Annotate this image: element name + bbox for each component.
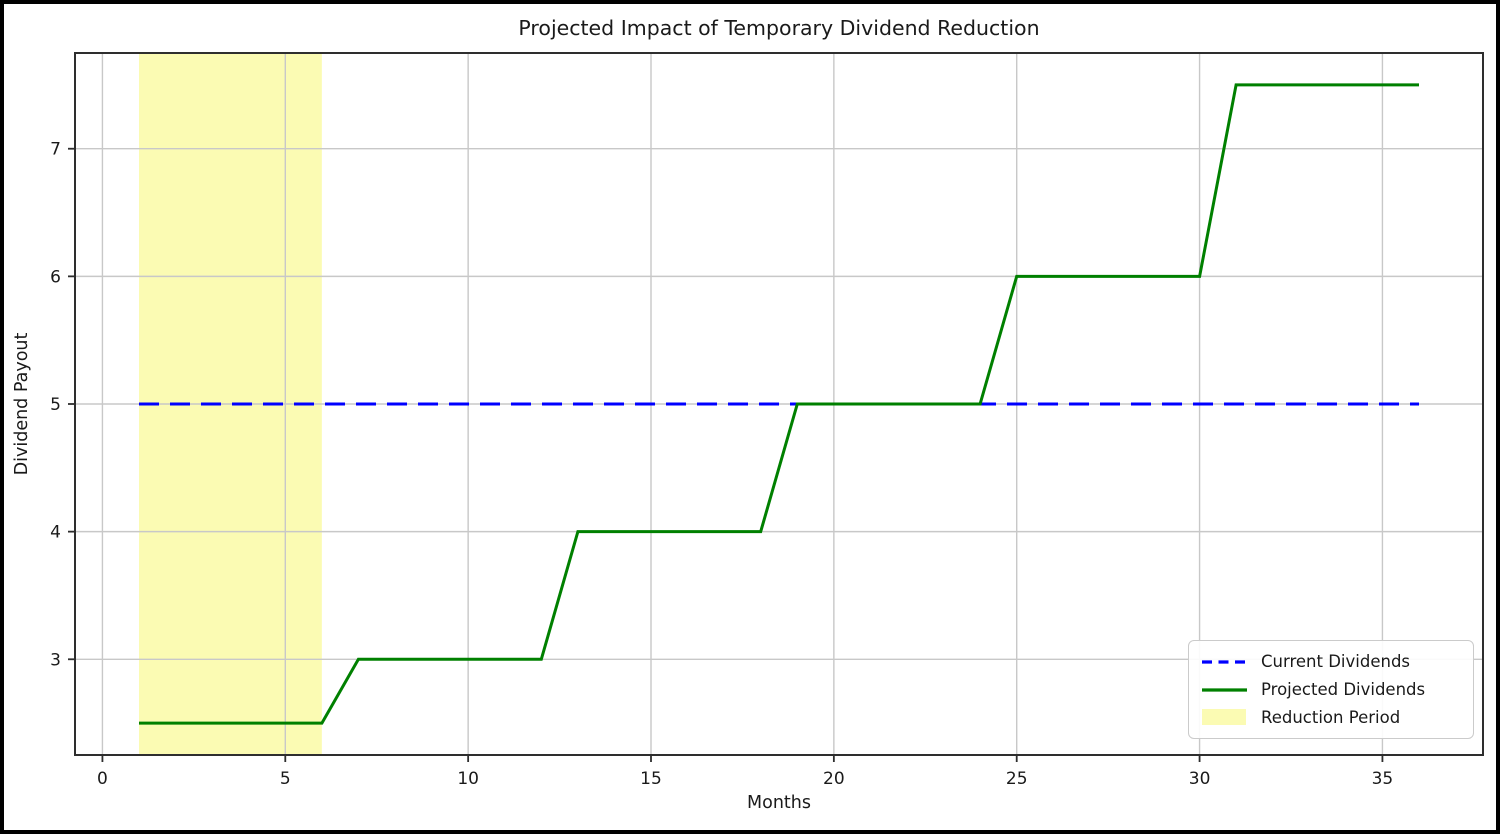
series-line-projected-dividends — [139, 83, 1419, 725]
x-tick-label: 10 — [457, 769, 479, 789]
x-tick-label: 35 — [1372, 769, 1394, 789]
legend-entry: Reduction Period — [1201, 706, 1461, 728]
y-tick-label: 3 — [50, 650, 61, 670]
legend-entry-label: Projected Dividends — [1261, 680, 1426, 699]
x-tick-label: 25 — [1006, 769, 1028, 789]
y-tick-label: 6 — [50, 267, 61, 287]
x-tick-label: 20 — [823, 769, 845, 789]
legend-dashed-line-swatch — [1202, 660, 1247, 664]
x-tick-label: 5 — [280, 769, 291, 789]
y-tick-label: 4 — [50, 523, 61, 543]
legend-solid-line-swatch — [1202, 687, 1247, 692]
legend-entry: Current Dividends — [1201, 651, 1461, 673]
x-tick-label: 15 — [640, 769, 662, 789]
legend-entry: Projected Dividends — [1201, 679, 1461, 701]
legend-entry-label: Current Dividends — [1261, 652, 1411, 672]
x-tick-label: 30 — [1189, 769, 1211, 789]
x-tick-label: 0 — [97, 769, 108, 789]
y-tick-label: 7 — [50, 140, 61, 160]
chart-title: Projected Impact of Temporary Dividend R… — [518, 16, 1040, 40]
legend: Current Dividends Projected Dividends Redu… — [1188, 640, 1474, 739]
legend-patch-swatch — [1202, 709, 1246, 726]
y-tick-label: 5 — [50, 395, 61, 415]
legend-entry-label: Reduction Period — [1261, 707, 1401, 727]
y-axis-label: Dividend Payout — [12, 332, 32, 476]
legend-patch-icon — [1202, 709, 1246, 726]
x-axis-label: Months — [747, 793, 811, 813]
